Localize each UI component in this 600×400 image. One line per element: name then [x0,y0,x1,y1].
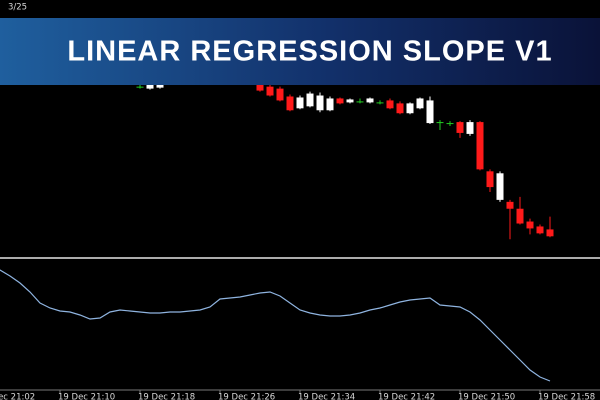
candle-body [426,100,434,124]
candle-body [456,122,464,133]
candle-body [306,93,314,107]
candle-body [546,229,554,237]
x-tick-label: 19 Dec 21:42 [378,393,435,400]
candle-body [266,86,274,96]
candle-body [446,123,454,125]
candle-body [486,171,494,188]
candle-body [466,122,474,134]
candle-body [156,82,164,88]
candle-body [536,226,544,234]
candle-body [396,103,404,114]
candle-body [496,173,504,200]
candle-body [526,221,534,229]
candle-body [336,98,344,104]
candle-body [296,97,304,109]
candle-body [376,102,384,104]
x-tick-label: 19 Dec 21:02 [0,393,35,400]
candle-body [386,100,394,109]
corner-text: 3/25 [8,3,27,13]
candle-body [146,84,154,89]
candle-body [436,122,444,124]
x-tick-label: 19 Dec 21:34 [298,393,355,400]
candle-body [136,86,144,88]
candle-body [316,95,324,111]
candle-body [286,96,294,111]
chart-title: LINEAR REGRESSION SLOPE V1 [67,36,552,68]
candle-body [346,99,354,103]
candle-body [256,82,264,91]
candle-body [506,201,514,209]
x-tick-label: 19 Dec 21:58 [538,393,595,400]
x-tick-label: 19 Dec 21:26 [218,393,275,400]
x-tick-label: 19 Dec 21:18 [138,393,195,400]
candle-body [366,98,374,103]
candle-body [406,103,414,114]
candle-body [276,88,284,101]
x-tick-label: 19 Dec 21:50 [458,393,515,400]
candle-body [416,98,424,109]
x-tick-label: 19 Dec 21:10 [58,393,115,400]
candle-body [476,122,484,170]
candle-body [516,208,524,224]
indicator-line [0,269,551,382]
candle-body [356,101,364,103]
candle-body [326,98,334,111]
banner [0,18,600,85]
